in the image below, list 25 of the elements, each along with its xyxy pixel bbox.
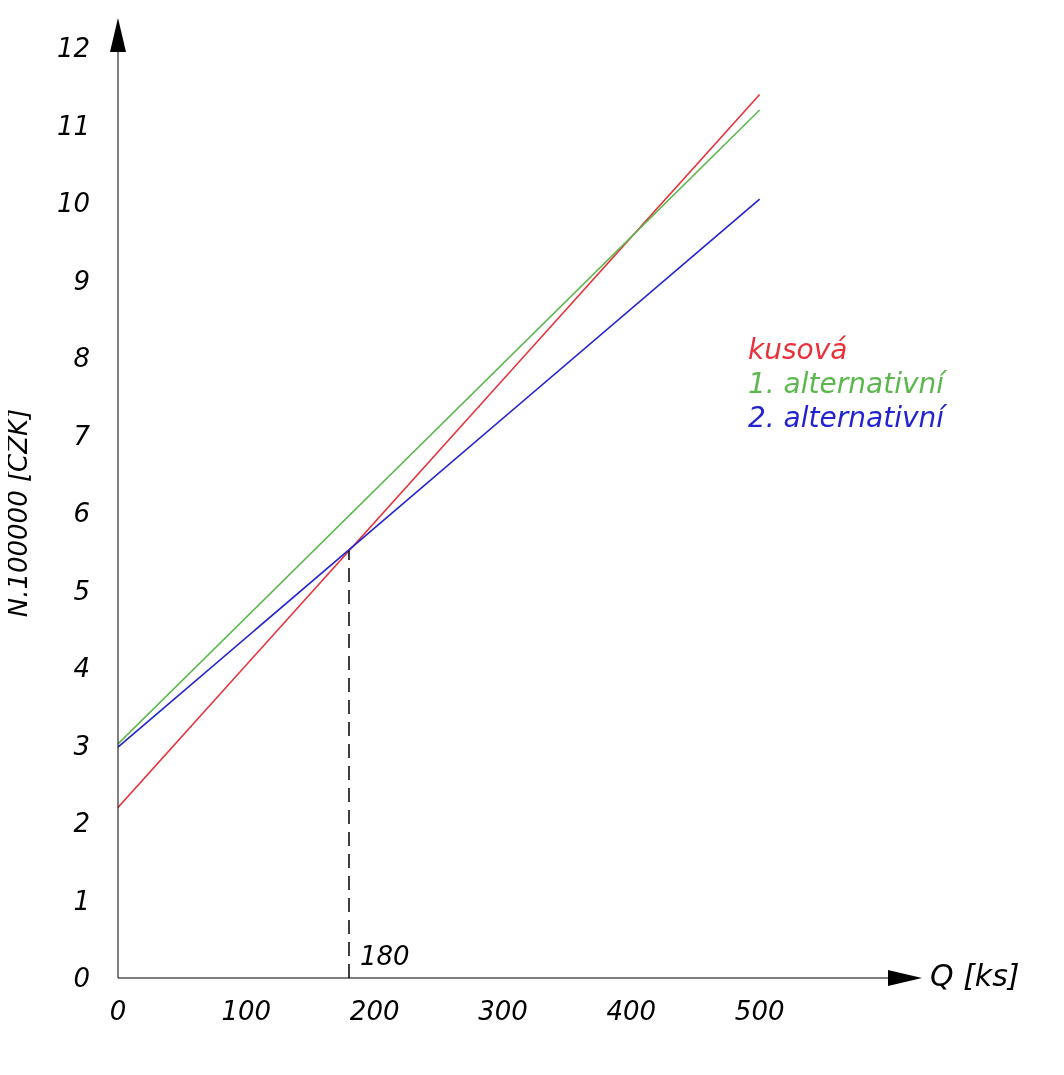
ref-line-label: 180 [360,941,410,971]
text: 1. alternativní [748,367,945,401]
y-tick-label: 12 [56,33,90,64]
x-tick-label: 200 [349,996,400,1027]
x-tick-label: 0 [109,996,127,1027]
y-tick-label: 6 [73,498,90,529]
text: kusová [748,333,849,367]
x-tick-label: 500 [734,996,785,1027]
y-tick-label: 2 [73,808,90,839]
x-axis-title: Q [ks] [930,958,1020,993]
y-tick-label: 7 [73,420,91,451]
y-tick-label: 8 [73,343,90,374]
x-tick-label: 300 [478,996,528,1027]
text: 2. alternativní [748,401,945,435]
x-tick-label: 100 [221,996,272,1027]
y-axis-title: N.100000 [CZK] [3,408,34,618]
y-tick-label: 10 [56,188,90,219]
y-tick-label: 11 [56,110,90,141]
y-tick-label: 5 [73,575,90,606]
y-tick-label: 0 [73,963,90,994]
y-tick-label: 4 [73,653,90,684]
y-tick-label: 3 [73,730,90,761]
y-tick-label: 1 [73,885,90,916]
x-tick-label: 400 [606,996,657,1027]
y-tick-label: 9 [73,265,90,296]
